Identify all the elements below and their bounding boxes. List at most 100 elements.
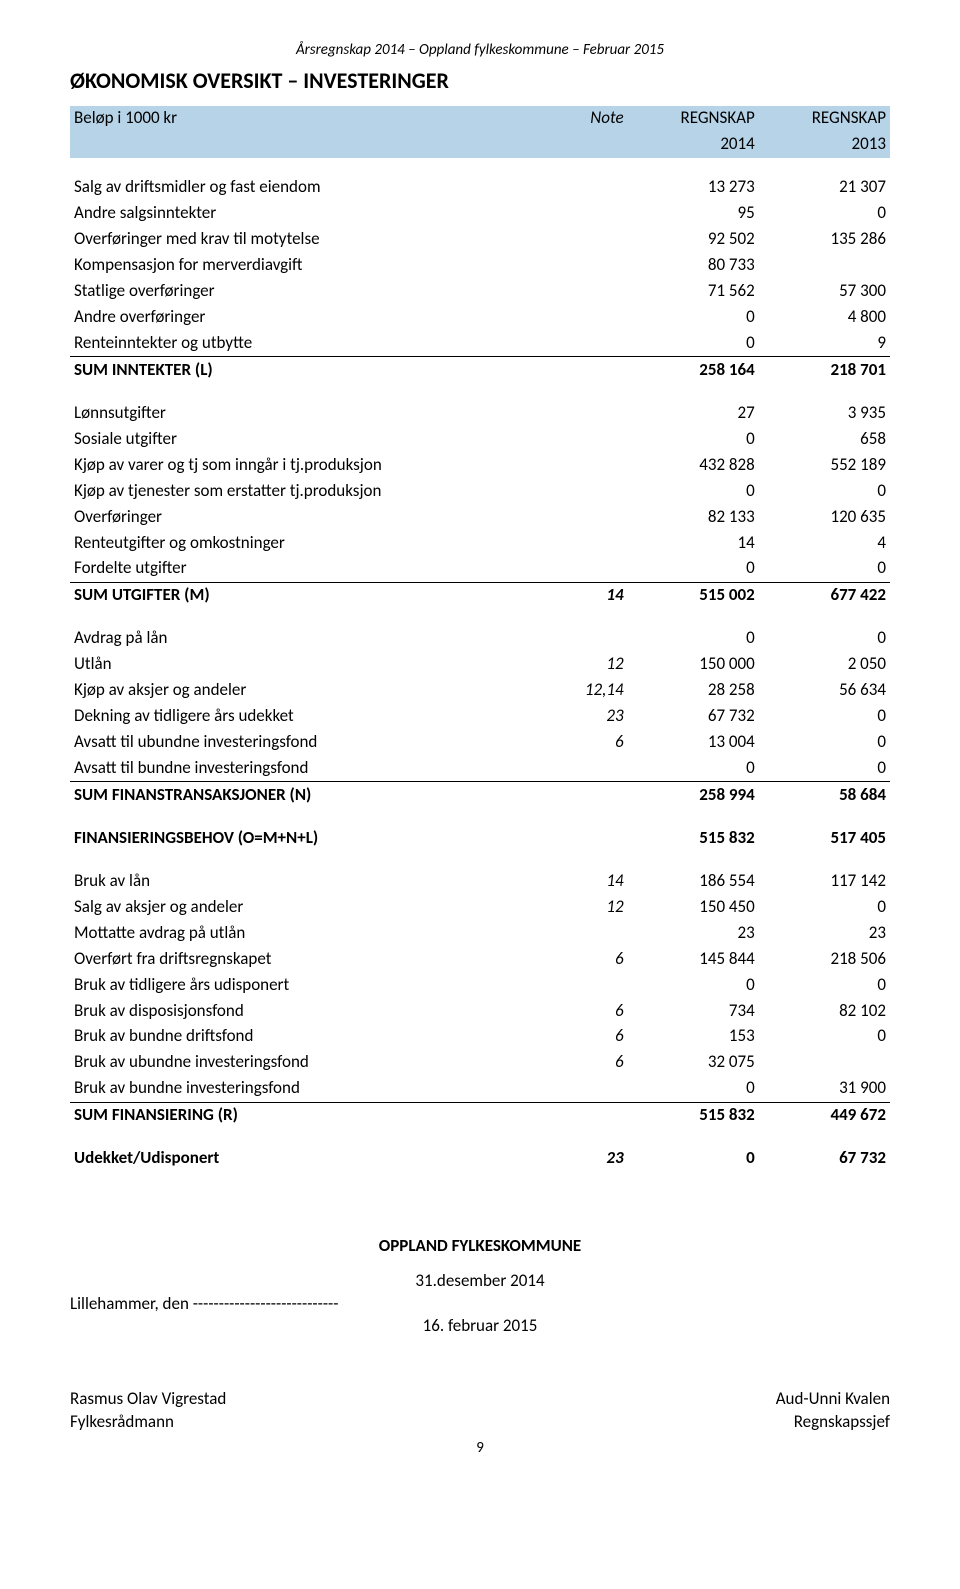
table-row: Bruk av bundne driftsfond61530 — [70, 1024, 890, 1050]
table-row: Lønnsutgifter273 935 — [70, 400, 890, 426]
row-label: Fordelte utgifter — [70, 556, 529, 582]
page-number: 9 — [70, 1438, 890, 1458]
place-line: Lillehammer, den -----------------------… — [70, 1293, 890, 1316]
row-label: Andre overføringer — [70, 305, 529, 331]
sum-value-a: 515 832 — [628, 1102, 759, 1128]
row-value-a: 82 133 — [628, 504, 759, 530]
table-row: Overføringer med krav til motytelse92 50… — [70, 227, 890, 253]
row-value-a: 186 554 — [628, 868, 759, 894]
sum-value-a: 258 994 — [628, 782, 759, 808]
row-note — [529, 530, 627, 556]
row-note: 6 — [529, 998, 627, 1024]
row-label: Renteinntekter og utbytte — [70, 330, 529, 356]
bold-note — [529, 825, 627, 851]
signature-block: 31.desember 2014 Lillehammer, den ------… — [70, 1270, 890, 1435]
row-value-b: 0 — [759, 730, 890, 756]
row-value-b: 31 900 — [759, 1076, 890, 1102]
bold-value-a: 515 832 — [628, 825, 759, 851]
sum-label: SUM INNTEKTER (L) — [70, 357, 529, 383]
row-note: 14 — [529, 868, 627, 894]
row-value-b: 218 506 — [759, 946, 890, 972]
row-value-b: 21 307 — [759, 175, 890, 201]
sum-value-a: 515 002 — [628, 582, 759, 608]
row-note — [529, 305, 627, 331]
row-label: Kjøp av varer og tj som inngår i tj.prod… — [70, 452, 529, 478]
row-value-a: 0 — [628, 626, 759, 652]
row-value-a: 23 — [628, 920, 759, 946]
row-label: Bruk av bundne investeringsfond — [70, 1076, 529, 1102]
table-row: Renteutgifter og omkostninger144 — [70, 530, 890, 556]
row-value-b — [759, 253, 890, 279]
sum-label: SUM FINANSIERING (R) — [70, 1102, 529, 1128]
row-label: Sosiale utgifter — [70, 426, 529, 452]
row-value-a: 734 — [628, 998, 759, 1024]
row-note — [529, 330, 627, 356]
sum-note — [529, 357, 627, 383]
row-value-b: 120 635 — [759, 504, 890, 530]
table-bold-row: FINANSIERINGSBEHOV (O=M+N+L)515 832517 4… — [70, 825, 890, 851]
row-value-b: 4 800 — [759, 305, 890, 331]
row-value-a: 0 — [628, 972, 759, 998]
row-note — [529, 253, 627, 279]
row-value-a: 28 258 — [628, 678, 759, 704]
row-value-b: 23 — [759, 920, 890, 946]
row-label: Bruk av lån — [70, 868, 529, 894]
signer-left-name: Rasmus Olav Vigrestad — [70, 1388, 439, 1411]
row-label: Avsatt til bundne investeringsfond — [70, 756, 529, 782]
row-note — [529, 175, 627, 201]
row-note — [529, 920, 627, 946]
table-sum-row: SUM FINANSTRANSAKSJONER (N)258 99458 684 — [70, 782, 890, 808]
signer-right-title: Regnskapssjef — [521, 1411, 890, 1434]
document-header: Årsregnskap 2014 – Oppland fylkeskommune… — [70, 40, 890, 60]
table-row: Kompensasjon for merverdiavgift80 733 — [70, 253, 890, 279]
row-value-a: 71 562 — [628, 279, 759, 305]
row-label: Avdrag på lån — [70, 626, 529, 652]
page-container: Årsregnskap 2014 – Oppland fylkeskommune… — [0, 0, 960, 1499]
row-note: 12 — [529, 652, 627, 678]
table-row: Bruk av ubundne investeringsfond632 075 — [70, 1050, 890, 1076]
signer-right-name: Aud-Unni Kvalen — [521, 1388, 890, 1411]
row-value-b: 0 — [759, 972, 890, 998]
row-note — [529, 426, 627, 452]
row-note — [529, 626, 627, 652]
row-value-b: 3 935 — [759, 400, 890, 426]
table-row: Fordelte utgifter00 — [70, 556, 890, 582]
row-label: Bruk av ubundne investeringsfond — [70, 1050, 529, 1076]
sum-value-b: 218 701 — [759, 357, 890, 383]
table-row: Utlån12150 0002 050 — [70, 652, 890, 678]
row-value-a: 14 — [628, 530, 759, 556]
header-note: Note — [529, 106, 627, 132]
row-value-a: 0 — [628, 478, 759, 504]
sum-label: SUM UTGIFTER (M) — [70, 582, 529, 608]
row-note — [529, 279, 627, 305]
row-value-b: 658 — [759, 426, 890, 452]
signer-left-title: Fylkesrådmann — [70, 1411, 439, 1434]
sum-note — [529, 782, 627, 808]
row-label: Utlån — [70, 652, 529, 678]
table-row: Statlige overføringer71 56257 300 — [70, 279, 890, 305]
row-note — [529, 452, 627, 478]
sum-note — [529, 1102, 627, 1128]
table-row: Overført fra driftsregnskapet6145 844218… — [70, 946, 890, 972]
row-value-a: 432 828 — [628, 452, 759, 478]
row-value-b: 9 — [759, 330, 890, 356]
row-value-b: 135 286 — [759, 227, 890, 253]
signature-left: Rasmus Olav Vigrestad Fylkesrådmann — [70, 1388, 439, 1434]
row-value-b: 0 — [759, 626, 890, 652]
row-value-a: 32 075 — [628, 1050, 759, 1076]
row-value-b: 0 — [759, 201, 890, 227]
row-label: Lønnsutgifter — [70, 400, 529, 426]
bold-note: 23 — [529, 1146, 627, 1172]
row-value-a: 92 502 — [628, 227, 759, 253]
row-value-b: 552 189 — [759, 452, 890, 478]
row-value-a: 145 844 — [628, 946, 759, 972]
header-col-b: REGNSKAP — [759, 106, 890, 132]
row-note: 6 — [529, 1024, 627, 1050]
header-col-a: REGNSKAP — [628, 106, 759, 132]
row-value-b: 0 — [759, 894, 890, 920]
row-note: 23 — [529, 704, 627, 730]
table-row: Andre salgsinntekter950 — [70, 201, 890, 227]
table-row: Bruk av lån14186 554117 142 — [70, 868, 890, 894]
row-value-a: 80 733 — [628, 253, 759, 279]
row-value-b: 0 — [759, 1024, 890, 1050]
